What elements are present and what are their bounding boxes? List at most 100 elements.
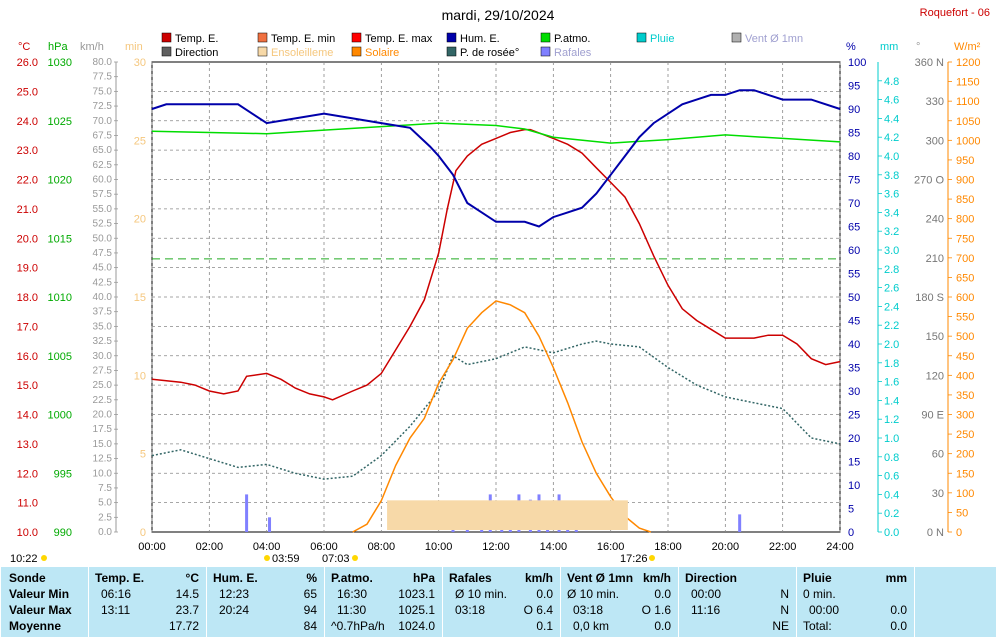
direction-tick-label: 90 E xyxy=(921,410,944,422)
humidity-tick-label: 70 xyxy=(848,198,860,210)
wind-tick-label: 40.0 xyxy=(93,292,113,303)
pressure-tick-label: 1020 xyxy=(48,175,72,187)
wind-tick-label: 60.0 xyxy=(93,175,113,186)
wind-tick-label: 0.0 xyxy=(98,527,112,538)
rafales-10min-label: Ø 10 min. xyxy=(455,587,508,601)
pressure-tick-label: 990 xyxy=(54,527,72,539)
legend-label: Temp. E. max xyxy=(365,33,433,45)
temp-min-value: 14.5 xyxy=(175,587,199,601)
empty-column xyxy=(914,567,996,637)
solar-tick-label: 1000 xyxy=(956,135,980,147)
pressure-tick-label: 995 xyxy=(54,468,72,480)
rain-tick-label: 1.2 xyxy=(884,414,899,426)
direction-tick-label: 150 xyxy=(926,331,944,343)
rafales-max-time: 03:18 xyxy=(455,603,486,617)
minutes-tick-label: 5 xyxy=(140,449,146,461)
humidity-tick-label: 55 xyxy=(848,269,860,281)
x-tick-label: 14:00 xyxy=(540,541,568,553)
x-tick-label: 04:00 xyxy=(253,541,281,553)
direction-tick-label: 270 O xyxy=(914,175,944,187)
humidity-tick-label: 50 xyxy=(848,292,860,304)
rain-tick-label: 3.6 xyxy=(884,189,899,201)
temp-column: Temp. E. °C 06:16 14.5 13:11 23.7 17.72 xyxy=(88,567,207,637)
rain-tick-label: 2.4 xyxy=(884,301,899,313)
humidity-tick-label: 65 xyxy=(848,222,860,234)
humidity-tick-label: 90 xyxy=(848,104,860,116)
sunset-icon xyxy=(649,555,655,561)
wind-tick-label: 10.0 xyxy=(93,468,113,479)
legend-label: Hum. E. xyxy=(460,33,500,45)
rain-tick-label: 0.0 xyxy=(884,527,899,539)
pressure-tick-label: 1000 xyxy=(48,410,72,422)
x-tick-label: 12:00 xyxy=(482,541,510,553)
wind-tick-label: 15.0 xyxy=(93,439,113,450)
direction-min-time: 00:00 xyxy=(691,587,722,601)
rain-tick-label: 0.8 xyxy=(884,452,899,464)
direction-tick-label: 60 xyxy=(932,449,944,461)
wind-tick-label: 35.0 xyxy=(93,321,113,332)
legend-label: Vent Ø 1mn xyxy=(745,33,803,45)
humidity-tick-label: 25 xyxy=(848,410,860,422)
wind-tick-label: 55.0 xyxy=(93,204,113,215)
patmo-max-value: 1025.1 xyxy=(398,603,435,617)
solar-tick-label: 1050 xyxy=(956,116,980,128)
solar-tick-label: 100 xyxy=(956,488,974,500)
patmo-title: P.atmo. xyxy=(331,571,373,585)
legend-label: Rafales xyxy=(554,47,592,59)
pressure-tick-label: 1025 xyxy=(48,116,72,128)
series-gust-bar xyxy=(738,514,742,532)
wind-tick-label: 77.5 xyxy=(93,72,113,83)
wind-tick-label: 5.0 xyxy=(98,498,112,509)
temp-tick-label: 12.0 xyxy=(17,468,38,480)
series-line xyxy=(352,300,652,533)
temp-tick-label: 15.0 xyxy=(17,380,38,392)
solar-tick-label: 600 xyxy=(956,292,974,304)
temp-tick-label: 19.0 xyxy=(17,263,38,275)
rain-tick-label: 4.6 xyxy=(884,95,899,107)
sunrise-icon xyxy=(352,555,358,561)
series-line xyxy=(151,340,841,480)
temp-avg-value: 17.72 xyxy=(168,619,199,633)
rain-tick-label: 0.2 xyxy=(884,508,899,520)
humidity-tick-label: 100 xyxy=(848,57,866,69)
rafales-unit: km/h xyxy=(524,571,553,585)
hum-max-value: 94 xyxy=(303,603,317,617)
minutes-tick-label: 20 xyxy=(134,214,146,226)
temp-max-value: 23.7 xyxy=(175,603,199,617)
rain-tick-label: 2.0 xyxy=(884,339,899,351)
rain-tick-label: 2.8 xyxy=(884,264,899,276)
pluie-unit: mm xyxy=(885,571,907,585)
wind-tick-label: 22.5 xyxy=(93,395,113,406)
solar-tick-label: 350 xyxy=(956,390,974,402)
start-time-label: 10:22 xyxy=(10,553,38,565)
legend-swatch xyxy=(540,32,551,43)
vent-column: Vent Ø 1mn km/h Ø 10 min. 0.0 03:18 O 1.… xyxy=(560,567,679,637)
direction-column: Direction 00:00 N 11:16 N NE xyxy=(678,567,797,637)
legend-label: Ensoleilleme xyxy=(271,47,333,59)
solar-tick-label: 700 xyxy=(956,253,974,265)
patmo-min-value: 1023.1 xyxy=(398,587,435,601)
pluie-max-time: 00:00 xyxy=(809,603,840,617)
humidity-tick-label: 95 xyxy=(848,81,860,93)
temp-tick-label: 24.0 xyxy=(17,116,38,128)
patmo-min-time: 16:30 xyxy=(337,587,368,601)
weather-chart: mardi, 29/10/2024 Roquefort - 06 Temp. E. T… xyxy=(10,7,990,565)
solar-tick-label: 750 xyxy=(956,233,974,245)
solar-tick-label: 300 xyxy=(956,410,974,422)
temp-tick-label: 20.0 xyxy=(17,233,38,245)
x-tick-label: 20:00 xyxy=(712,541,740,553)
rafales-column: Rafales km/h Ø 10 min. 0.0 03:18 O 6.4 0… xyxy=(442,567,561,637)
direction-max-time: 11:16 xyxy=(691,603,721,617)
x-tick-label: 24:00 xyxy=(826,541,854,553)
legend-swatch xyxy=(257,32,268,43)
humidity-tick-label: 45 xyxy=(848,316,860,328)
minutes-tick-label: 30 xyxy=(134,57,146,69)
pluie-title: Pluie xyxy=(803,571,832,585)
rain-tick-label: 4.2 xyxy=(884,132,899,144)
gust-time-label: 03:59 xyxy=(272,553,300,565)
hum-column: Hum. E. % 12:23 65 20:24 94 84 xyxy=(206,567,325,637)
legend-swatch xyxy=(731,32,742,43)
row-label-avg: Moyenne xyxy=(9,619,62,633)
pressure-tick-label: 1005 xyxy=(48,351,72,363)
humidity-tick-label: 15 xyxy=(848,457,860,469)
